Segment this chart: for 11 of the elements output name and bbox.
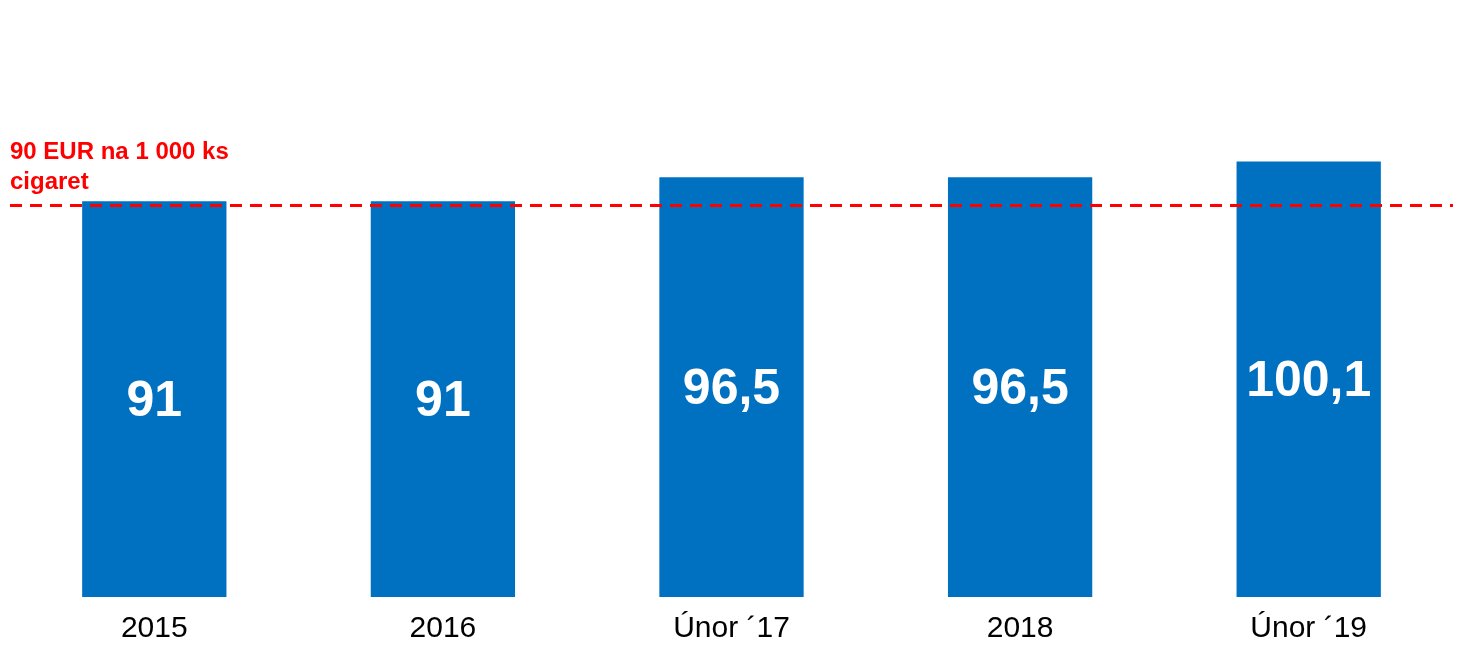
data-label: 91 (415, 371, 471, 428)
data-label: 96,5 (682, 359, 781, 416)
x-tick-label: 2018 (986, 609, 1054, 643)
x-tick-label: 2016 (409, 609, 477, 643)
x-tick-label: Únor ´19 (1250, 609, 1368, 643)
ref-line-label: 90 EUR na 1 000 ks cigaret (10, 137, 236, 194)
data-label: 91 (126, 371, 183, 428)
data-label: 100,1 (1246, 351, 1372, 408)
data-label: 96,5 (971, 359, 1069, 416)
x-tick-label: Únor ´17 (673, 609, 790, 643)
x-tick-label: 2015 (120, 609, 188, 643)
